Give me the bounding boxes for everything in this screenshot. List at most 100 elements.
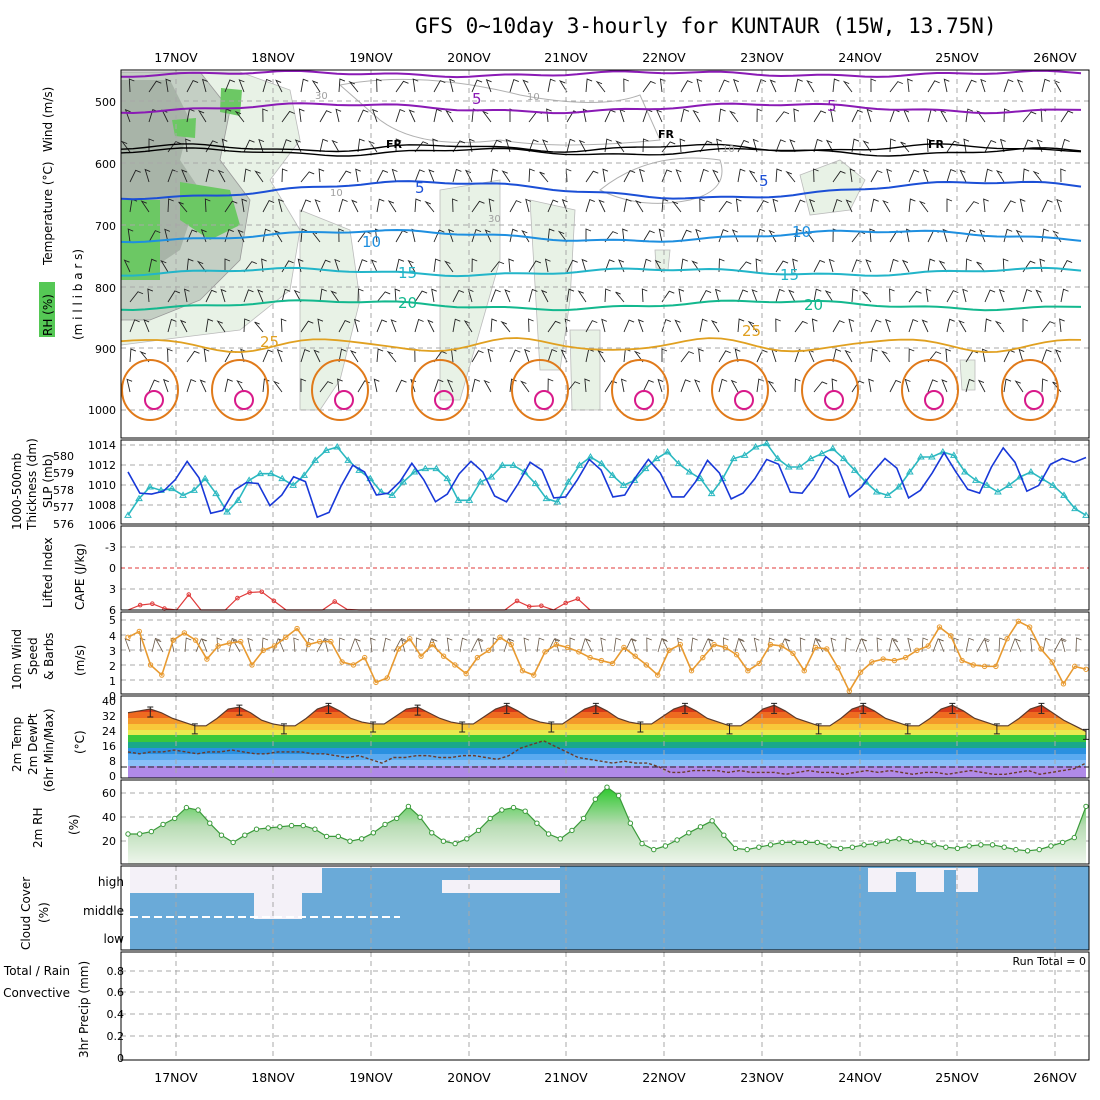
wind-barb bbox=[224, 258, 231, 272]
wind-barb bbox=[747, 320, 758, 333]
date-axis-top: 17NOV 18NOV 19NOV 20NOV 21NOV 22NOV 23NOV 24NOV… bbox=[154, 50, 1077, 65]
wind-barb bbox=[789, 139, 796, 153]
contour-label-fr3: FR bbox=[928, 138, 945, 151]
contour-lightblue-10 bbox=[120, 228, 1082, 244]
wind-barb bbox=[748, 170, 758, 183]
wind-tick-0: 0 bbox=[109, 690, 116, 703]
wind-barb bbox=[718, 200, 732, 213]
wind-barb bbox=[564, 318, 571, 333]
wind10m-point bbox=[981, 663, 988, 670]
thickness-point bbox=[740, 451, 749, 458]
wind-barb bbox=[907, 78, 913, 93]
wind-barb bbox=[240, 348, 247, 363]
wind-barb bbox=[604, 380, 618, 393]
thickness-point bbox=[652, 454, 661, 462]
wind-barb bbox=[977, 379, 986, 393]
wind10m-barb bbox=[400, 637, 407, 653]
thickness-point bbox=[916, 453, 925, 460]
wind-barb bbox=[319, 259, 331, 273]
thickness-point bbox=[333, 443, 342, 450]
rh-point bbox=[569, 827, 575, 834]
rh-point bbox=[394, 815, 400, 822]
wind-barb bbox=[661, 169, 673, 183]
wind10m-point bbox=[846, 688, 853, 694]
temp-tick-8: 8 bbox=[109, 755, 116, 768]
temperature-contours bbox=[120, 69, 1082, 421]
wind-barb bbox=[945, 348, 952, 363]
wind-barb bbox=[186, 79, 199, 93]
wind-barb bbox=[318, 168, 325, 183]
wind-barb bbox=[585, 170, 599, 183]
wind-barb bbox=[410, 378, 417, 393]
wind-barb bbox=[585, 198, 595, 213]
thickness-point bbox=[234, 496, 242, 503]
wind-barb bbox=[485, 78, 492, 93]
wind-barb bbox=[825, 139, 834, 153]
wind-barb bbox=[946, 168, 956, 183]
precip-conv-label: Convective bbox=[3, 986, 70, 1000]
wind10m-point bbox=[609, 660, 616, 667]
rh-point bbox=[253, 826, 260, 832]
slp-line bbox=[127, 446, 1087, 519]
date-label-top: 17NOV bbox=[154, 50, 198, 65]
wind10m-barb bbox=[738, 638, 747, 653]
rh-point bbox=[814, 839, 820, 846]
temp-minmax-marker bbox=[503, 702, 510, 714]
li-tick-m3: -3 bbox=[105, 541, 116, 554]
wind-barb bbox=[604, 138, 612, 153]
thickness-point bbox=[983, 481, 991, 488]
wind10m-barb bbox=[861, 638, 868, 653]
li-point bbox=[137, 602, 143, 608]
contour-cyan-15 bbox=[121, 266, 1082, 278]
rh-point bbox=[943, 844, 949, 850]
wind-barb bbox=[620, 378, 627, 393]
wind-barb bbox=[521, 229, 530, 243]
wind-barb bbox=[353, 318, 360, 333]
wind-barb bbox=[370, 259, 378, 273]
rh-label-30b: 30 bbox=[488, 214, 501, 225]
wind-barb bbox=[167, 198, 174, 213]
thickness-point bbox=[267, 469, 276, 477]
rh-tick-60: 60 bbox=[102, 787, 116, 800]
wind-barb bbox=[674, 319, 682, 333]
wind-barb bbox=[254, 321, 264, 333]
wind-barb bbox=[751, 289, 758, 303]
temp-band bbox=[128, 718, 1086, 724]
wind-barb bbox=[217, 169, 226, 183]
rh2m-label: 2m RH bbox=[31, 808, 45, 849]
thickness-point bbox=[905, 468, 914, 475]
wind-barb bbox=[452, 198, 458, 213]
cloud-full bbox=[560, 866, 1089, 950]
rh-point bbox=[323, 833, 330, 840]
temp-minmax-marker bbox=[726, 723, 733, 735]
wind-barb bbox=[696, 78, 703, 93]
wind10m-barb bbox=[139, 637, 146, 653]
wind10m-point bbox=[463, 670, 469, 677]
wind-barb bbox=[712, 169, 720, 183]
wind-barb bbox=[752, 138, 759, 153]
wind-barb bbox=[313, 349, 321, 363]
wind-barb bbox=[642, 80, 656, 93]
wind-barb bbox=[148, 258, 157, 273]
wind-barb bbox=[509, 200, 522, 213]
wind-barb bbox=[710, 320, 720, 333]
wind10m-point bbox=[1049, 659, 1055, 665]
temp-minmax-marker bbox=[548, 721, 555, 733]
wind-barb bbox=[165, 78, 172, 93]
slp-series bbox=[124, 439, 1090, 519]
wind-barb bbox=[566, 381, 581, 393]
wind10m-barb bbox=[446, 637, 453, 653]
wind-barb bbox=[680, 351, 694, 363]
contour-label-25b: 25 bbox=[742, 322, 761, 340]
wind-barb bbox=[793, 108, 800, 123]
wind-barb bbox=[331, 139, 340, 153]
wind-barb bbox=[714, 288, 721, 303]
thickness-point bbox=[696, 474, 705, 482]
rh-point bbox=[510, 804, 517, 811]
wind-barb bbox=[775, 318, 781, 333]
wind10m-point bbox=[429, 641, 436, 648]
thickness-point bbox=[949, 451, 958, 458]
wind-barb bbox=[546, 108, 552, 123]
wind-barb bbox=[164, 228, 171, 243]
wind-barb bbox=[203, 348, 210, 363]
